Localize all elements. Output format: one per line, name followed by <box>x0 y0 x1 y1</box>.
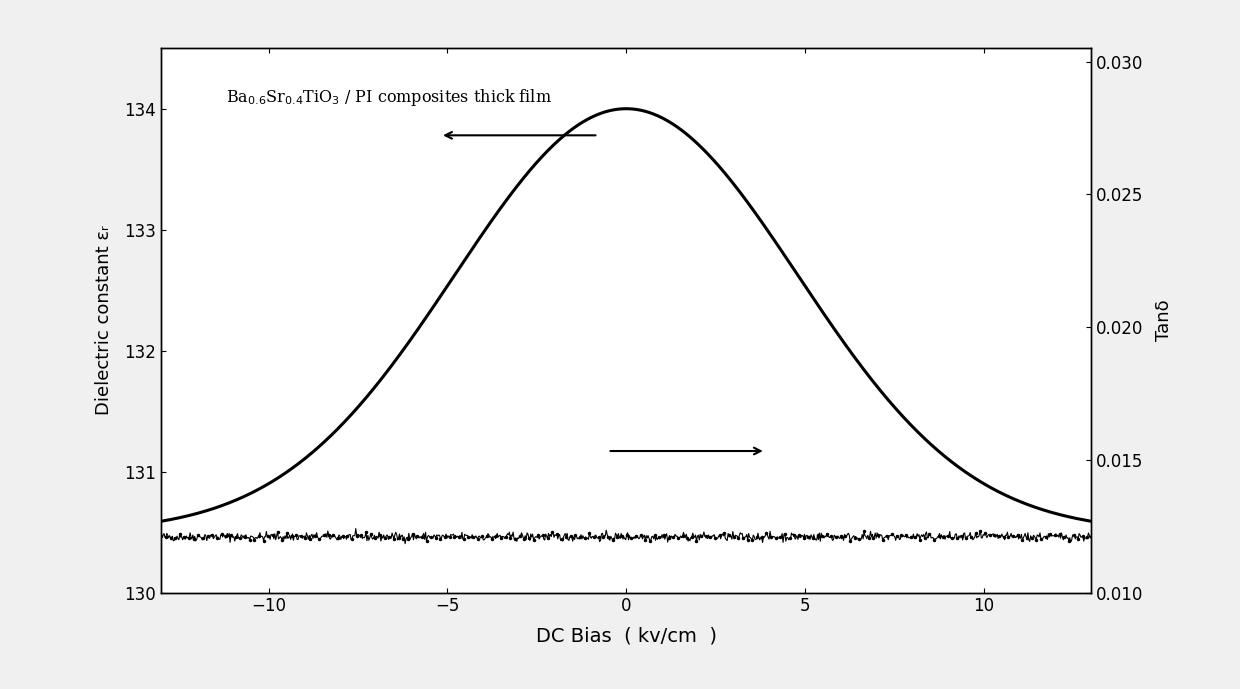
Text: Ba$_{0.6}$Sr$_{0.4}$TiO$_3$ / PI composites thick film: Ba$_{0.6}$Sr$_{0.4}$TiO$_3$ / PI composi… <box>226 87 552 107</box>
X-axis label: DC Bias  ( kv/cm  ): DC Bias ( kv/cm ) <box>536 626 717 646</box>
Y-axis label: Tanδ: Tanδ <box>1154 300 1173 341</box>
Y-axis label: Dielectric constant εᵣ: Dielectric constant εᵣ <box>95 225 113 415</box>
